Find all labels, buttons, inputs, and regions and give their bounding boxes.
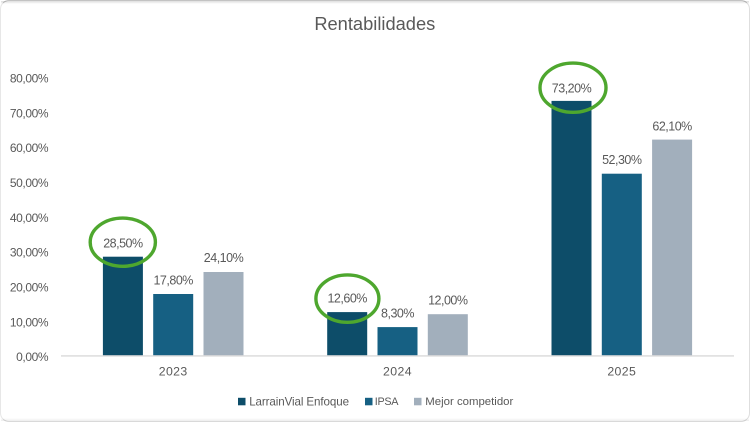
svg-text:30,00%: 30,00%: [10, 246, 49, 260]
svg-text:73,20%: 73,20%: [552, 82, 592, 96]
svg-text:LarrainVial Enfoque: LarrainVial Enfoque: [249, 396, 349, 409]
svg-text:12,00%: 12,00%: [428, 294, 468, 308]
svg-text:60,00%: 60,00%: [10, 141, 49, 155]
svg-text:40,00%: 40,00%: [10, 211, 49, 225]
svg-text:52,30%: 52,30%: [602, 153, 642, 167]
svg-text:0,00%: 0,00%: [16, 350, 49, 364]
svg-text:2024: 2024: [383, 365, 412, 379]
svg-text:12,60%: 12,60%: [327, 292, 367, 306]
svg-text:8,30%: 8,30%: [381, 307, 414, 321]
svg-text:10,00%: 10,00%: [10, 315, 49, 329]
svg-text:2025: 2025: [607, 365, 636, 379]
svg-text:IPSA: IPSA: [375, 396, 400, 408]
svg-text:17,80%: 17,80%: [153, 274, 193, 288]
svg-text:Rentabilidades: Rentabilidades: [314, 13, 435, 34]
svg-text:2023: 2023: [159, 365, 188, 379]
svg-text:24,10%: 24,10%: [204, 251, 244, 265]
svg-text:80,00%: 80,00%: [10, 71, 49, 85]
svg-text:50,00%: 50,00%: [10, 176, 49, 190]
svg-text:28,50%: 28,50%: [103, 236, 143, 250]
svg-text:Mejor competidor: Mejor competidor: [425, 396, 513, 408]
svg-text:70,00%: 70,00%: [10, 106, 49, 120]
svg-text:62,10%: 62,10%: [652, 120, 692, 134]
svg-text:20,00%: 20,00%: [10, 281, 49, 295]
